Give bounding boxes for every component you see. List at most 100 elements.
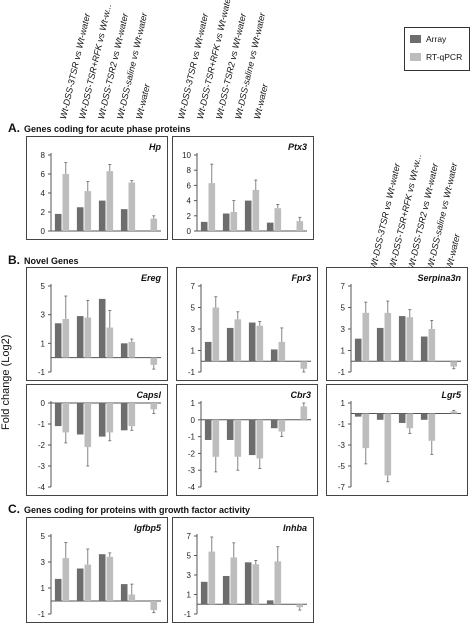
bar-rt-qpcr xyxy=(296,221,304,231)
bar-array xyxy=(54,323,62,358)
section-c-text: Genes coding for proteins with growth fa… xyxy=(24,505,251,515)
bar-array xyxy=(266,222,274,231)
bar-rt-qpcr xyxy=(234,419,242,457)
y-tick-label: -1 xyxy=(38,420,46,429)
bar-rt-qpcr xyxy=(62,318,70,358)
y-tick-label: 4 xyxy=(187,197,192,206)
y-tick-label: -1 xyxy=(338,420,346,429)
panel-hp: Hp 0 2 4 6 8 xyxy=(26,136,168,240)
bar-rt-qpcr xyxy=(62,174,70,231)
y-tick-label: 1 xyxy=(187,591,192,600)
bar-rt-qpcr xyxy=(84,317,92,358)
bar-rt-qpcr xyxy=(84,564,92,601)
bar-array xyxy=(54,403,62,427)
bar-array xyxy=(98,554,106,601)
y-tick-label: 7 xyxy=(341,282,346,291)
y-tick-label: -5 xyxy=(338,462,346,471)
gene-name: Capsl xyxy=(136,390,161,400)
y-tick-label: 2 xyxy=(187,212,192,221)
y-tick-label: -1 xyxy=(38,610,46,619)
y-tick-label: 3 xyxy=(41,311,46,320)
bar-array xyxy=(376,413,384,420)
bar-rt-qpcr xyxy=(296,604,304,608)
bar-rt-qpcr xyxy=(274,561,282,605)
bar-rt-qpcr xyxy=(252,564,260,605)
y-axis-title: Fold change (Log2) xyxy=(0,334,12,430)
y-tick-label: 2 xyxy=(41,208,46,217)
bar-rt-qpcr xyxy=(384,312,392,362)
section-a-text: Genes coding for acute phase proteins xyxy=(24,124,191,134)
bar-rt-qpcr xyxy=(128,403,136,427)
panel-fpr3: Fpr3 -1 1 3 5 7 xyxy=(176,267,318,381)
section-b-letter: B. xyxy=(8,253,20,267)
y-tick-label: -4 xyxy=(188,483,196,492)
bar-array xyxy=(354,338,362,362)
panel-capsl: Capsl -4 -3 -2 -1 0 xyxy=(26,384,168,496)
y-tick-label: 0 xyxy=(41,399,46,408)
y-tick-label: -2 xyxy=(38,441,46,450)
bar-array xyxy=(98,200,106,231)
panel-inhba: Inhba -1 1 3 5 7 xyxy=(172,517,314,623)
y-tick-label: 6 xyxy=(187,181,192,190)
bar-array xyxy=(226,419,234,440)
bar-rt-qpcr xyxy=(450,411,458,414)
bar-rt-qpcr xyxy=(230,212,238,231)
bar-rt-qpcr xyxy=(150,218,158,231)
gene-name: Igfbp5 xyxy=(134,523,161,533)
y-tick-label: 1 xyxy=(191,347,196,356)
bar-rt-qpcr xyxy=(106,327,114,358)
y-tick-label: 0 xyxy=(191,416,196,425)
y-tick-label: 1 xyxy=(41,584,46,593)
bar-rt-qpcr xyxy=(406,413,414,429)
bar-array xyxy=(54,578,62,601)
y-tick-label: -7 xyxy=(338,483,346,492)
bar-rt-qpcr xyxy=(212,307,220,362)
y-tick-label: 5 xyxy=(41,532,46,541)
bar-array xyxy=(244,562,252,605)
y-tick-label: -1 xyxy=(184,610,192,619)
bar-rt-qpcr xyxy=(300,361,308,369)
y-tick-label: 5 xyxy=(41,282,46,291)
y-tick-label: 3 xyxy=(41,558,46,567)
y-tick-label: 5 xyxy=(191,304,196,313)
y-tick-label: 5 xyxy=(341,304,346,313)
bar-array xyxy=(420,413,428,420)
chart-svg: 0 2 4 6 8 10 xyxy=(182,151,307,236)
gene-name: Fpr3 xyxy=(291,273,311,283)
bar-rt-qpcr xyxy=(278,341,286,362)
bar-array xyxy=(98,403,106,437)
chart-svg: -1 1 3 5 xyxy=(38,282,161,377)
legend-item-array: Array xyxy=(410,34,446,44)
legend-swatch-rtqpcr xyxy=(410,53,421,61)
bar-rt-qpcr xyxy=(106,403,114,433)
gene-name: Ptx3 xyxy=(287,142,307,152)
bar-array xyxy=(222,213,230,231)
bar-array xyxy=(76,207,84,231)
bar-rt-qpcr xyxy=(84,403,92,448)
gene-name: Lgr5 xyxy=(441,390,461,400)
gene-name: Inhba xyxy=(283,523,307,533)
bar-rt-qpcr xyxy=(106,556,114,601)
bar-rt-qpcr xyxy=(150,357,158,365)
bar-array xyxy=(222,575,230,605)
legend-item-rtqpcr: RT-qPCR xyxy=(410,52,462,62)
y-tick-label: 1 xyxy=(41,339,46,348)
bar-array xyxy=(248,322,256,362)
y-tick-label: 8 xyxy=(41,151,46,160)
y-tick-label: 1 xyxy=(191,399,196,408)
section-b-text: Novel Genes xyxy=(24,256,79,266)
chart-svg: -4 -3 -2 -1 0 1 xyxy=(188,399,311,492)
y-tick-label: 8 xyxy=(187,166,192,175)
bar-rt-qpcr xyxy=(274,208,282,231)
category-label: Wt-water xyxy=(252,82,270,121)
chart-svg: -1 1 3 5 7 xyxy=(188,282,311,377)
category-label: Wt-water xyxy=(134,82,152,121)
panel-ptx3: Ptx3 0 2 4 6 8 10 xyxy=(172,136,314,240)
bar-rt-qpcr xyxy=(234,319,242,362)
panel-ereg: Ereg -1 1 3 5 xyxy=(26,267,168,381)
bar-rt-qpcr xyxy=(278,419,286,432)
chart-svg: -4 -3 -2 -1 0 xyxy=(38,399,161,492)
bar-array xyxy=(398,316,406,362)
y-tick-label: 10 xyxy=(182,151,191,160)
bar-array xyxy=(204,341,212,362)
